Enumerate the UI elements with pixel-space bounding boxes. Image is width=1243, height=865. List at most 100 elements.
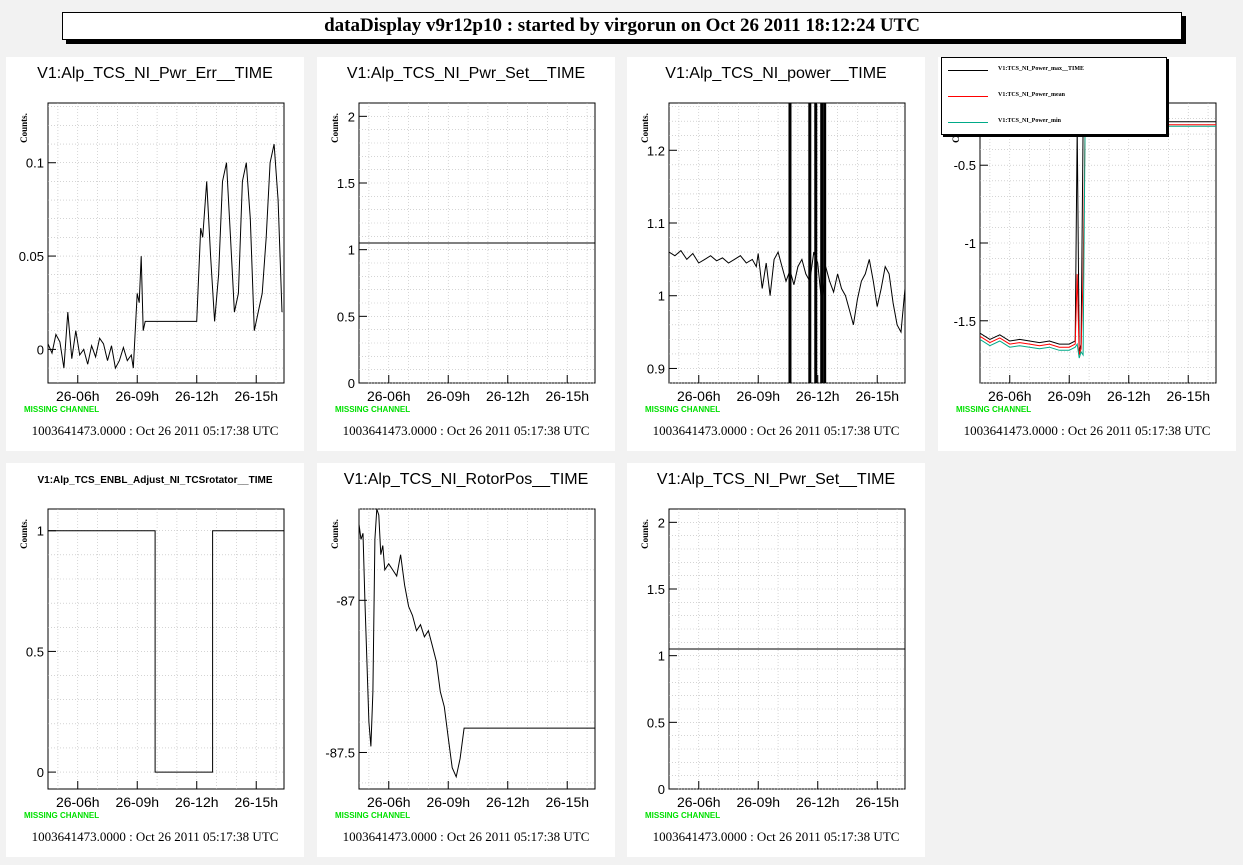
x-tick-label: 26-06h xyxy=(988,388,1032,404)
missing-channel-label: MISSING CHANNEL xyxy=(645,811,721,820)
x-tick-label: 26-06h xyxy=(367,794,411,810)
grid-lines xyxy=(359,508,595,789)
plot-frame xyxy=(668,102,906,384)
missing-channel-label: MISSING CHANNEL xyxy=(24,811,100,820)
series-line xyxy=(359,509,595,779)
plot-panel[interactable]: 26-06h 26-09h 26-12h 26-15h 0 0.5 1 V1:Alp_TCS_… xyxy=(6,463,304,857)
y-axis-label: Counts. xyxy=(19,113,29,143)
legend-box: V1:TCS_NI_Power_max__TIME V1:TCS_NI_Power… xyxy=(941,57,1167,135)
series-line xyxy=(48,530,284,773)
plot-panel[interactable]: 26-06h 26-09h 26-12h 26-15h 0.9 1 1.1 1.2 V1:Alp… xyxy=(627,57,925,451)
plot-panel[interactable]: 26-06h 26-09h 26-12h 26-15h -87.5 -87 V1:Alp_T… xyxy=(317,463,615,857)
y-tick-label: 0.5 xyxy=(337,309,355,324)
plot-canvas[interactable]: 26-06h 26-09h 26-12h 26-15h 0.9 1 1.1 1.2 xyxy=(627,57,925,451)
legend-label: V1:TCS_NI_Power_mean xyxy=(998,92,1065,98)
y-tick-label: 2 xyxy=(658,515,665,530)
app-title-banner: dataDisplay v9r12p10 : started by virgor… xyxy=(62,12,1182,40)
plot-canvas[interactable]: 26-06h 26-09h 26-12h 26-15h 0 0.5 1 1.5 2 xyxy=(317,57,615,451)
plot-canvas[interactable]: 26-06h 26-09h 26-12h 26-15h -87.5 -87 xyxy=(317,463,615,857)
timestamp-label: 1003641473.0000 : Oct 26 2011 05:17:38 U… xyxy=(31,423,279,438)
legend-label: V1:TCS_NI_Power_min xyxy=(998,118,1061,124)
y-axis-label: Counts. xyxy=(330,113,340,143)
y-tick-label: -87 xyxy=(336,593,355,608)
legend-swatch xyxy=(948,122,988,123)
y-tick-label: 1 xyxy=(658,649,665,664)
y-tick-label: 0.5 xyxy=(26,644,44,659)
x-tick-label: 26-06h xyxy=(56,794,100,810)
plot-panel[interactable]: 26-06h 26-09h 26-12h 26-15h 0 0.5 1 1.5 2 V1:Alp_… xyxy=(627,463,925,857)
plot-panel[interactable]: 26-06h26-09h26-12h26-15h-1.5-1-0.5Counts… xyxy=(938,57,1236,451)
y-axis-label: Counts. xyxy=(640,519,650,549)
missing-channel-label: MISSING CHANNEL xyxy=(335,811,411,820)
timestamp-label: 1003641473.0000 : Oct 26 2011 05:17:38 U… xyxy=(342,423,590,438)
y-tick-label: 0.9 xyxy=(647,361,665,376)
x-tick-label: 26-09h xyxy=(426,388,470,404)
y-tick-label: -87.5 xyxy=(325,745,355,760)
plot-canvas[interactable]: 26-06h 26-09h 26-12h 26-15h 0 0.05 0.1 xyxy=(6,57,304,451)
y-axis-label: Counts. xyxy=(19,519,29,549)
y-tick-label: 0.5 xyxy=(647,715,665,730)
x-tick-label: 26-12h xyxy=(175,388,219,404)
plot-panel[interactable]: 26-06h 26-09h 26-12h 26-15h 0 0.5 1 1.5 2 V1:Alp_… xyxy=(317,57,615,451)
y-tick-label: 0 xyxy=(37,765,44,780)
x-tick-label: 26-12h xyxy=(796,388,840,404)
y-tick-label: 1.1 xyxy=(647,216,665,231)
grid-lines xyxy=(669,509,905,790)
y-axis-label: Counts. xyxy=(640,113,650,143)
y-tick-label: 1 xyxy=(348,243,355,258)
legend-label: V1:TCS_NI_Power_max__TIME xyxy=(998,66,1084,72)
y-tick-label: 0.05 xyxy=(19,249,44,264)
plot-panel[interactable]: 26-06h 26-09h 26-12h 26-15h 0 0.05 0.1 V1:Alp_T… xyxy=(6,57,304,451)
x-tick-label: 26-06h xyxy=(677,794,721,810)
y-tick-label: 0.1 xyxy=(26,156,44,171)
y-tick-label: -0.5 xyxy=(954,158,976,173)
x-tick-label: 26-06h xyxy=(677,388,721,404)
plot-frame xyxy=(47,508,285,790)
plot-canvas[interactable]: 26-06h 26-09h 26-12h 26-15h 0 0.5 1 xyxy=(6,463,304,857)
plot-frame xyxy=(47,102,285,384)
timestamp-label: 1003641473.0000 : Oct 26 2011 05:17:38 U… xyxy=(31,829,279,844)
x-tick-label: 26-09h xyxy=(115,794,159,810)
timestamp-label: 1003641473.0000 : Oct 26 2011 05:17:38 U… xyxy=(342,829,590,844)
x-tick-label: 26-09h xyxy=(736,388,780,404)
series-line xyxy=(669,249,905,334)
x-tick-label: 26-15h xyxy=(234,794,278,810)
x-tick-label: 26-09h xyxy=(736,794,780,810)
x-tick-label: 26-15h xyxy=(545,388,589,404)
timestamp-label: 1003641473.0000 : Oct 26 2011 05:17:38 U… xyxy=(652,829,900,844)
x-tick-label: 26-15h xyxy=(855,388,899,404)
y-tick-label: 0 xyxy=(658,782,665,797)
x-tick-label: 26-15h xyxy=(855,794,899,810)
plot-title: V1:Alp_TCS_NI_Pwr_Set__TIME xyxy=(656,471,896,488)
missing-channel-label: MISSING CHANNEL xyxy=(24,405,100,414)
plot-canvas[interactable]: 26-06h 26-09h 26-12h 26-15h -1.5 -1 -0.5 xyxy=(938,57,1236,451)
y-tick-label: 1.5 xyxy=(647,582,665,597)
x-tick-label: 26-06h xyxy=(367,388,411,404)
x-tick-label: 26-12h xyxy=(486,388,530,404)
y-tick-label: 1.5 xyxy=(337,176,355,191)
plot-title: V1:Alp_TCS_NI_Pwr_Err__TIME xyxy=(37,65,273,82)
legend-swatch xyxy=(948,70,988,71)
x-tick-label: 26-12h xyxy=(1107,388,1151,404)
grid-lines xyxy=(669,103,905,384)
x-tick-label: 26-09h xyxy=(426,794,470,810)
x-tick-label: 26-09h xyxy=(115,388,159,404)
y-tick-label: 1 xyxy=(658,289,665,304)
y-tick-label: -1.5 xyxy=(954,314,976,329)
x-tick-label: 26-12h xyxy=(486,794,530,810)
plot-canvas[interactable]: 26-06h 26-09h 26-12h 26-15h 0 0.5 1 1.5 2 xyxy=(627,463,925,857)
missing-channel-label: MISSING CHANNEL xyxy=(645,405,721,414)
plot-title: V1:Alp_TCS_NI_RotorPos__TIME xyxy=(343,471,589,488)
plot-title: V1:Alp_TCS_ENBL_Adjust_NI_TCSrotator__TI… xyxy=(37,475,273,486)
y-tick-label: 2 xyxy=(348,109,355,124)
x-tick-label: 26-12h xyxy=(175,794,219,810)
series-line xyxy=(48,143,283,370)
x-tick-label: 26-15h xyxy=(234,388,278,404)
x-tick-label: 26-06h xyxy=(56,388,100,404)
plot-frame xyxy=(358,508,596,790)
y-tick-label: 1.2 xyxy=(647,143,665,158)
missing-channel-label: MISSING CHANNEL xyxy=(956,405,1032,414)
y-tick-label: 0 xyxy=(348,376,355,391)
legend-swatch xyxy=(948,96,988,97)
y-tick-label: 0 xyxy=(37,342,44,357)
